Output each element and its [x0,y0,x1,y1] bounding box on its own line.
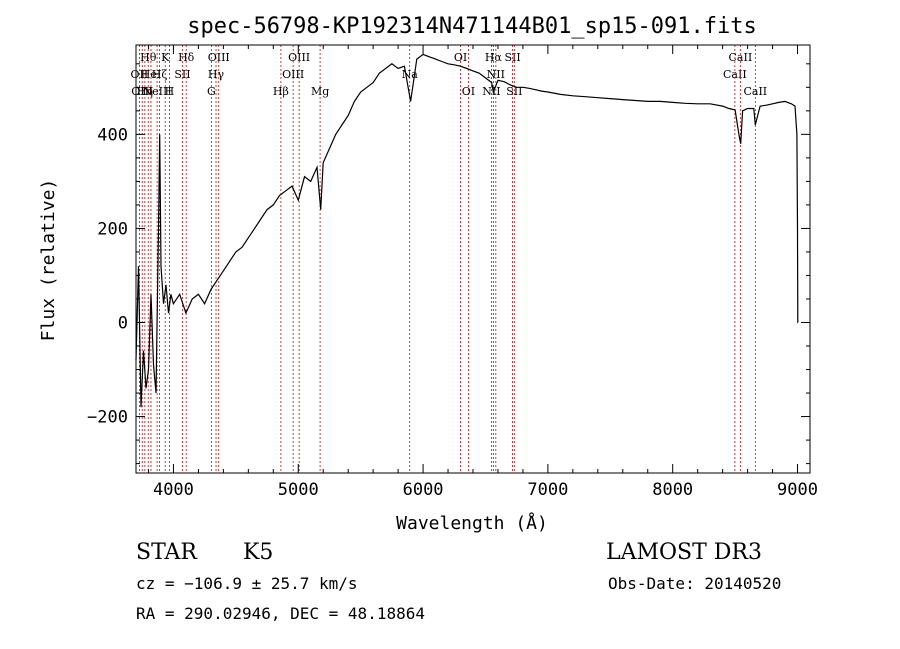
marker-label-17: Mg [311,85,329,98]
spectrum-line [135,53,799,408]
y-tick-label-3: 400 [97,125,128,145]
redshift-line: cz = −106.9 ± 25.7 km/s [136,574,358,593]
y-tick-label-1: 0 [118,313,128,333]
marker-label-2: Hη [137,85,153,98]
marker-label-15: OIII [282,68,304,81]
x-tick-label-5: 9000 [777,480,818,500]
marker-label-16: OIII [288,51,310,64]
marker-label-13: OIII [208,51,230,64]
marker-label-1: OIII [131,85,153,98]
object-class: STAR [136,540,197,565]
plot-frame [135,44,811,474]
marker-label-19: OI [454,51,467,64]
marker-label-8: H [165,85,175,98]
marker-label-12: Hγ [208,68,225,81]
x-tick-label-3: 7000 [527,480,568,500]
marker-label-22: Hα [485,51,503,64]
marker-label-21: NII [482,85,500,98]
marker-label-24: SII [504,51,520,64]
x-tick-label-2: 6000 [403,480,444,500]
marker-label-0: OII [131,68,149,81]
object-subclass: K5 [243,540,274,565]
y-tick-label-2: 200 [97,219,128,239]
marker-label-9: SII [174,68,190,81]
marker-label-6: Hζ [152,68,168,81]
survey-name: LAMOST DR3 [606,540,762,565]
chart-title: spec-56798-KP192314N471144B01_sp15-091.f… [187,14,757,39]
observation-date: Obs-Date: 20140520 [608,574,782,593]
marker-label-10: Hδ [178,51,195,64]
marker-label-3: Hθ [140,51,157,64]
marker-label-23: NII [487,68,505,81]
line-markers: OIIOIIIHηHθHeINeIIIHζKHSIIHδGHγOIIIHβOII… [131,45,767,473]
marker-label-25: SII [506,85,522,98]
x-tick-label-1: 5000 [278,480,319,500]
axis-ticks: 4000 5000 6000 7000 8000 9000 −200 0 200 400 [87,45,818,500]
marker-label-5: NeIII [143,85,172,98]
marker-label-20: OI [462,85,475,98]
marker-label-14: Hβ [273,85,289,98]
marker-label-11: G [207,85,216,98]
marker-label-7: K [161,51,170,64]
y-axis-label: Flux (relative) [38,179,59,342]
x-axis-label: Wavelength (Å) [396,512,548,534]
x-tick-label-0: 4000 [153,480,194,500]
marker-label-27: CaII [729,51,753,64]
marker-label-4: HeI [141,68,161,81]
marker-label-28: CaII [743,85,767,98]
coordinates-line: RA = 290.02946, DEC = 48.18864 [136,604,425,623]
x-tick-label-4: 8000 [652,480,693,500]
y-tick-label-0: −200 [87,408,128,428]
marker-label-26: CaII [723,68,747,81]
